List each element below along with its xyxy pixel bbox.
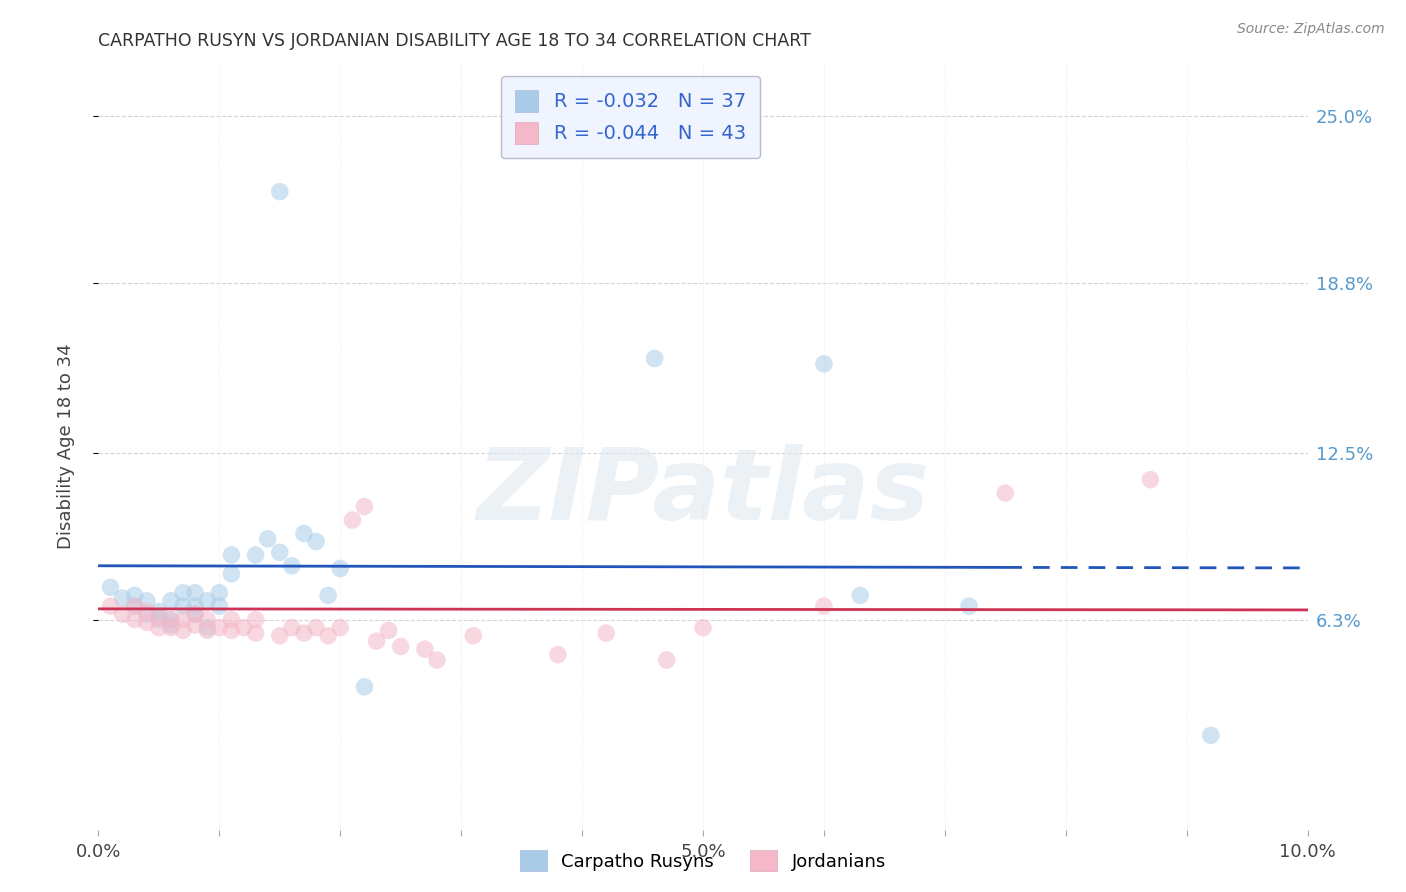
Point — [135, 607, 157, 622]
Point — [160, 613, 183, 627]
Point — [172, 585, 194, 599]
Text: Source: ZipAtlas.com: Source: ZipAtlas.com — [1237, 22, 1385, 37]
Point — [148, 613, 170, 627]
Point — [342, 513, 364, 527]
Point — [245, 626, 267, 640]
Point — [195, 594, 218, 608]
Point — [124, 599, 146, 614]
Y-axis label: Disability Age 18 to 34: Disability Age 18 to 34 — [56, 343, 75, 549]
Point — [463, 629, 485, 643]
Point — [692, 621, 714, 635]
Point — [208, 599, 231, 614]
Point — [316, 629, 339, 643]
Point — [281, 558, 304, 573]
Point — [221, 548, 243, 562]
Point — [269, 185, 291, 199]
Point — [292, 526, 315, 541]
Text: CARPATHO RUSYN VS JORDANIAN DISABILITY AGE 18 TO 34 CORRELATION CHART: CARPATHO RUSYN VS JORDANIAN DISABILITY A… — [98, 32, 811, 50]
Point — [305, 621, 328, 635]
Point — [221, 624, 243, 638]
Point — [1199, 728, 1222, 742]
Point — [1139, 473, 1161, 487]
Point — [994, 486, 1017, 500]
Point — [184, 607, 207, 622]
Point — [316, 588, 339, 602]
Point — [353, 680, 375, 694]
Point — [281, 621, 304, 635]
Point — [389, 640, 412, 654]
Point — [195, 624, 218, 638]
Point — [184, 599, 207, 614]
Legend: Carpatho Rusyns, Jordanians: Carpatho Rusyns, Jordanians — [513, 843, 893, 879]
Point — [160, 613, 183, 627]
Point — [135, 615, 157, 630]
Point — [292, 626, 315, 640]
Point — [148, 605, 170, 619]
Point — [957, 599, 980, 614]
Point — [426, 653, 449, 667]
Point — [184, 585, 207, 599]
Point — [547, 648, 569, 662]
Point — [849, 588, 872, 602]
Text: ZIPatlas: ZIPatlas — [477, 443, 929, 541]
Point — [100, 580, 122, 594]
Point — [148, 610, 170, 624]
Point — [111, 607, 134, 622]
Point — [172, 613, 194, 627]
Point — [269, 545, 291, 559]
Point — [377, 624, 399, 638]
Point — [305, 534, 328, 549]
Point — [172, 599, 194, 614]
Point — [208, 621, 231, 635]
Point — [413, 642, 436, 657]
Point — [353, 500, 375, 514]
Point — [124, 588, 146, 602]
Point — [184, 618, 207, 632]
Point — [172, 624, 194, 638]
Point — [256, 532, 278, 546]
Point — [329, 621, 352, 635]
Point — [195, 613, 218, 627]
Point — [135, 594, 157, 608]
Point — [329, 561, 352, 575]
Point — [160, 594, 183, 608]
Point — [644, 351, 666, 366]
Point — [655, 653, 678, 667]
Legend: R = -0.032   N = 37, R = -0.044   N = 43: R = -0.032 N = 37, R = -0.044 N = 43 — [502, 76, 759, 158]
Point — [269, 629, 291, 643]
Point — [221, 566, 243, 581]
Point — [813, 599, 835, 614]
Point — [195, 621, 218, 635]
Point — [124, 613, 146, 627]
Point — [135, 605, 157, 619]
Point — [221, 613, 243, 627]
Point — [184, 607, 207, 622]
Point — [245, 548, 267, 562]
Point — [245, 613, 267, 627]
Point — [111, 591, 134, 605]
Point — [100, 599, 122, 614]
Point — [208, 585, 231, 599]
Point — [366, 634, 388, 648]
Point — [124, 599, 146, 614]
Point — [148, 621, 170, 635]
Point — [160, 618, 183, 632]
Point — [232, 621, 254, 635]
Point — [813, 357, 835, 371]
Point — [595, 626, 617, 640]
Point — [160, 621, 183, 635]
